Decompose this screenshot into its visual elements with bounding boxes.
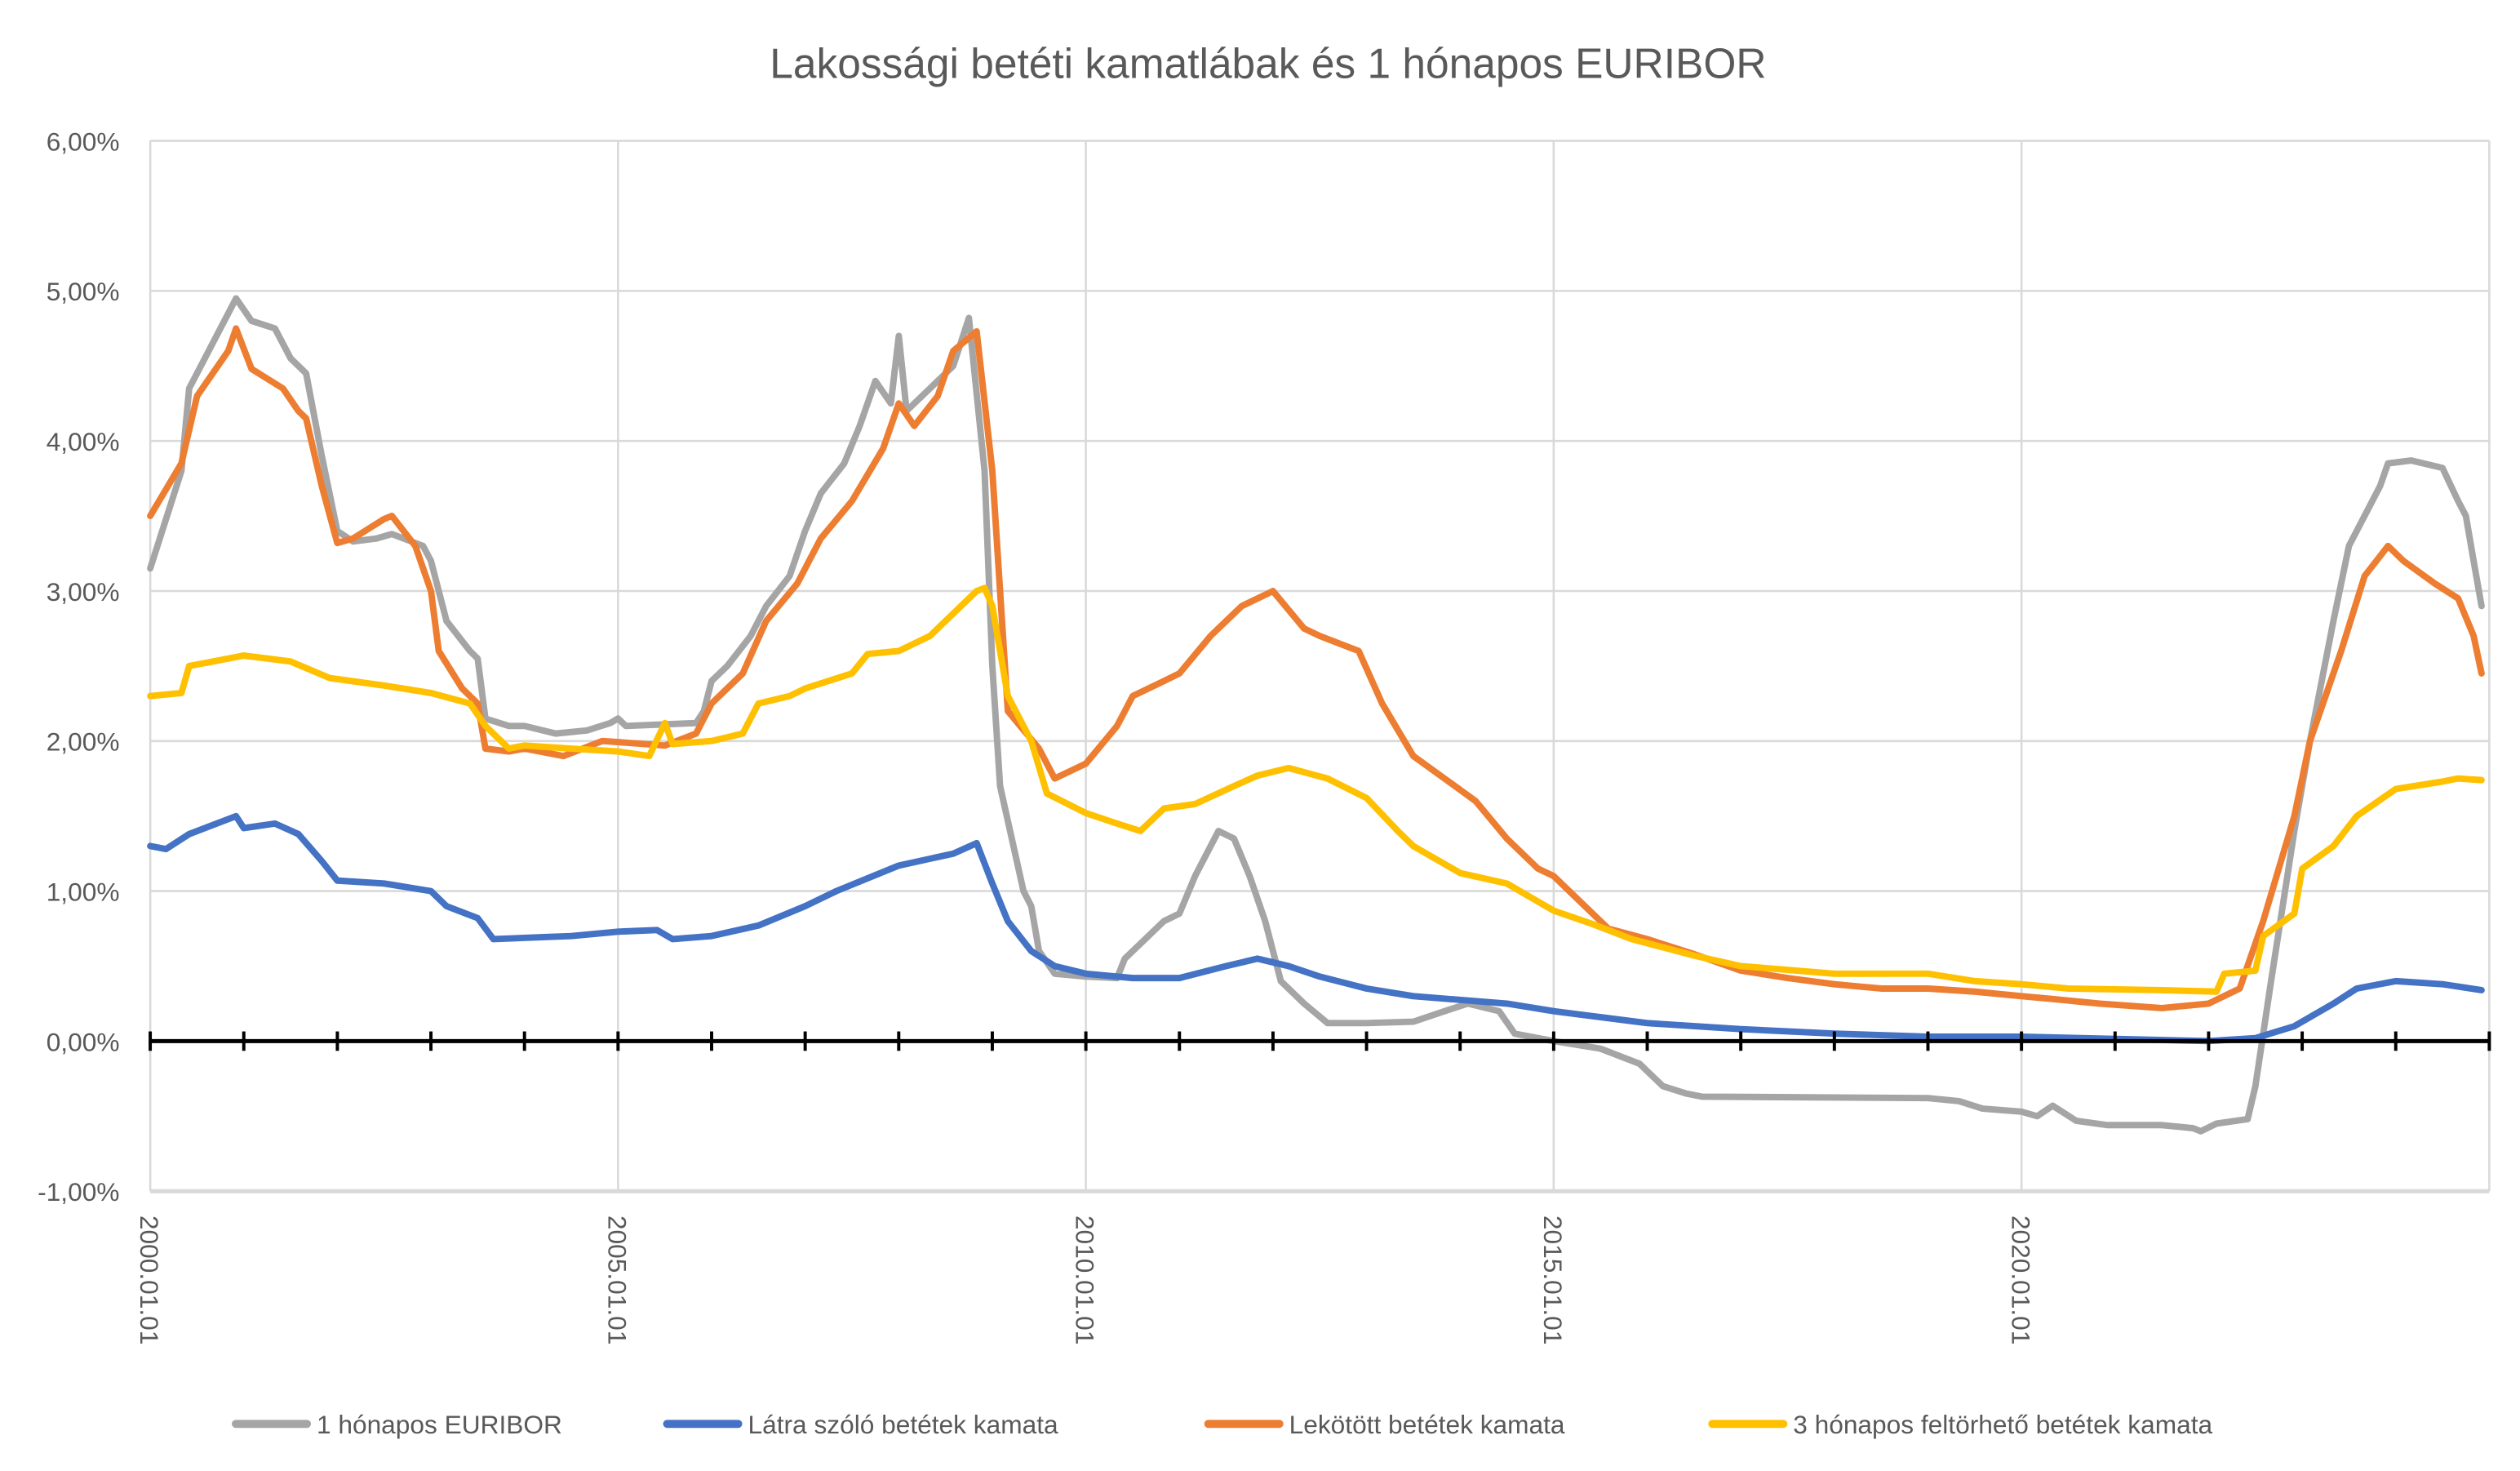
y-axis-labels: 6,00% 5,00% 4,00% 3,00% 2,00% 1,00% 0,00% -1,00…	[38, 127, 119, 1207]
legend-label: Lekötött betétek kamata	[1289, 1410, 1565, 1439]
x-tick-label: 2000.01.01	[135, 1215, 164, 1344]
y-tick-label: 4,00%	[47, 427, 120, 456]
y-tick-label: 0,00%	[47, 1027, 120, 1056]
series-line-3-h-napos-felt-rhet-bet-tek-kamata	[147, 584, 2485, 995]
chart-title: Lakossági betéti kamatlábak és 1 hónapos…	[770, 39, 1766, 87]
legend-item[interactable]: 1 hónapos EURIBOR	[232, 1410, 562, 1439]
y-tick-label: 2,00%	[47, 727, 120, 757]
x-tick-label: 2020.01.01	[2006, 1215, 2035, 1344]
legend-item[interactable]: 3 hónapos feltörhető betétek kamata	[1708, 1410, 2213, 1439]
series-line-l-tra-sz-l-bet-tek-kamata	[147, 812, 2485, 1045]
y-tick-label: 3,00%	[47, 577, 120, 607]
y-tick-label: 5,00%	[47, 277, 120, 306]
gridlines	[149, 140, 2491, 1193]
x-axis-labels: 2000.01.01 2005.01.01 2010.01.01 2015.01.01…	[135, 1215, 2035, 1344]
legend-item[interactable]: Lekötött betétek kamata	[1204, 1410, 1565, 1439]
y-tick-label: 1,00%	[47, 877, 120, 906]
y-tick-label: 6,00%	[47, 127, 120, 156]
y-tick-label: -1,00%	[38, 1177, 119, 1207]
legend-label: Látra szóló betétek kamata	[748, 1410, 1058, 1439]
x-tick-label: 2010.01.01	[1071, 1215, 1100, 1344]
x-tick-label: 2015.01.01	[1538, 1215, 1568, 1344]
x-tick-label: 2005.01.01	[602, 1215, 632, 1344]
legend: 1 hónapos EURIBOR Látra szóló betétek kam…	[232, 1410, 2213, 1439]
series-line-lek-t-tt-bet-tek-kamata	[147, 325, 2485, 1011]
zero-axis	[149, 1031, 2491, 1051]
legend-label: 1 hónapos EURIBOR	[317, 1410, 562, 1439]
legend-item[interactable]: Látra szóló betétek kamata	[663, 1410, 1058, 1439]
series-lines	[147, 295, 2485, 1135]
legend-label: 3 hónapos feltörhető betétek kamata	[1793, 1410, 2212, 1439]
